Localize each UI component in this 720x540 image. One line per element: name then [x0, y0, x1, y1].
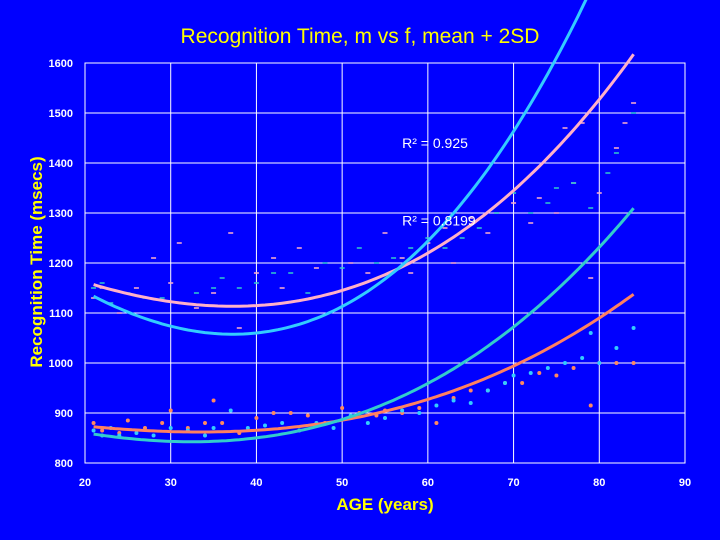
- data-point: [305, 413, 310, 418]
- data-point: [254, 416, 259, 420]
- x-tick-label: 80: [593, 477, 605, 489]
- data-point: [134, 431, 139, 435]
- data-point: [434, 403, 439, 408]
- data-point: [520, 381, 525, 385]
- y-tick-label: 1400: [49, 158, 73, 170]
- x-tick-label: 30: [165, 477, 177, 489]
- r-squared-label: R² = 0.925: [402, 135, 468, 151]
- y-axis-title: Recognition Time (msecs): [27, 156, 46, 367]
- data-point: [614, 361, 619, 365]
- data-point: [545, 366, 550, 370]
- data-point: [91, 421, 96, 425]
- x-tick-label: 40: [250, 477, 262, 489]
- y-tick-label: 800: [55, 458, 73, 470]
- data-point: [631, 326, 636, 330]
- data-point: [211, 426, 216, 430]
- x-tick-label: 50: [336, 477, 348, 489]
- data-point: [100, 428, 105, 433]
- data-point: [468, 401, 473, 405]
- data-points: [91, 102, 637, 438]
- data-point: [340, 406, 345, 410]
- data-point: [417, 411, 422, 415]
- data-point: [365, 421, 370, 425]
- data-point: [588, 403, 593, 408]
- data-point: [563, 361, 567, 365]
- data-point: [383, 416, 387, 420]
- data-point: [263, 423, 267, 428]
- r-squared-label: R² = 0.8199: [402, 213, 476, 229]
- data-point: [280, 421, 285, 425]
- data-point: [485, 388, 490, 393]
- data-point: [588, 331, 593, 335]
- data-point: [554, 373, 559, 378]
- x-tick-label: 90: [679, 477, 691, 489]
- x-axis-title: AGE (years): [336, 495, 433, 514]
- data-point: [571, 366, 576, 370]
- data-point: [91, 428, 96, 433]
- data-point: [597, 361, 602, 365]
- y-tick-label: 1100: [49, 308, 73, 320]
- annotations: R² = 0.925 R² = 0.8199: [402, 135, 476, 229]
- x-tick-label: 70: [507, 477, 519, 489]
- data-point: [417, 406, 422, 410]
- data-point: [160, 421, 165, 425]
- trendline: [92, 0, 588, 336]
- data-point: [511, 373, 516, 378]
- data-point: [468, 388, 473, 393]
- data-point: [580, 356, 585, 360]
- data-point: [503, 381, 507, 385]
- data-point: [203, 433, 207, 438]
- trendline: [93, 207, 635, 444]
- y-tick-label: 1600: [49, 58, 73, 70]
- data-point: [151, 433, 156, 438]
- data-point: [168, 408, 173, 413]
- data-point: [211, 398, 216, 403]
- x-tick-label: 60: [422, 477, 434, 489]
- plot-area: [84, 62, 686, 464]
- data-point: [631, 361, 636, 365]
- trendline: [93, 293, 635, 434]
- y-tick-label: 1000: [49, 358, 73, 370]
- data-point: [528, 371, 533, 375]
- data-point: [451, 398, 456, 403]
- data-point: [245, 426, 250, 430]
- data-point: [168, 426, 173, 430]
- data-point: [434, 421, 439, 425]
- data-point: [228, 408, 233, 413]
- data-point: [614, 346, 619, 350]
- data-point: [125, 418, 130, 423]
- data-point: [331, 426, 336, 430]
- data-point: [400, 408, 405, 413]
- y-tick-label: 1300: [49, 208, 73, 220]
- x-tick-label: 20: [79, 477, 91, 489]
- trendline: [93, 53, 635, 308]
- data-point: [537, 371, 542, 375]
- tick-labels: 800 900 1000 1100 1200 1300 1400 1500 1600 20 30 40…: [49, 58, 692, 489]
- data-point: [220, 421, 225, 425]
- y-tick-label: 1200: [49, 258, 73, 270]
- chart-title: Recognition Time, m vs f, mean + 2SD: [181, 25, 540, 48]
- data-point: [271, 411, 276, 415]
- data-point: [203, 421, 207, 425]
- data-point: [288, 411, 293, 415]
- trendlines: [92, 0, 635, 444]
- y-tick-label: 1500: [49, 108, 73, 120]
- y-tick-label: 900: [55, 408, 73, 420]
